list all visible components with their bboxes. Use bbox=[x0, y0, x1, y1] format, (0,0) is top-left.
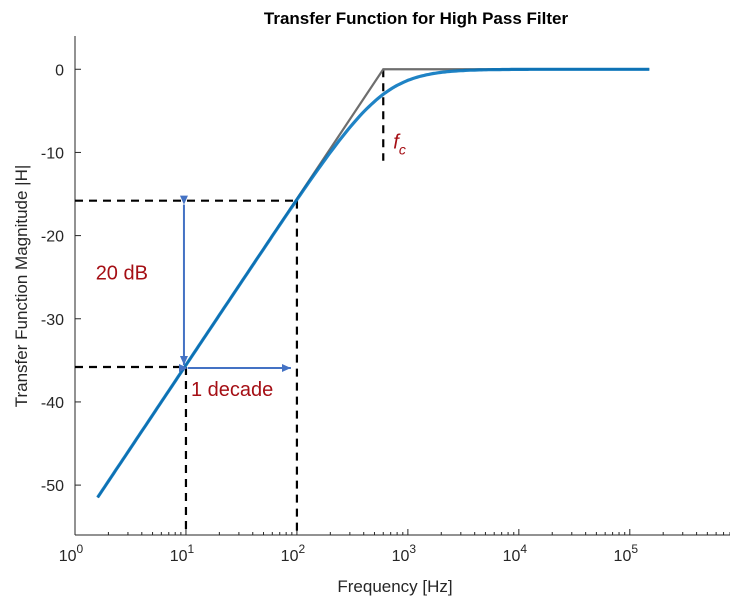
series-group bbox=[96, 67, 650, 499]
x-tick-exponent: 4 bbox=[520, 542, 527, 556]
label-fc-subscript: c bbox=[399, 141, 406, 157]
magnitude-curve bbox=[96, 67, 650, 499]
y-tick-label: 0 bbox=[55, 62, 64, 79]
x-tick-exponent: 5 bbox=[631, 542, 638, 556]
y-tick-label: -50 bbox=[41, 478, 64, 495]
y-tick-label: -40 bbox=[41, 395, 64, 412]
y-tick-label: -10 bbox=[41, 145, 64, 162]
chart-title: Transfer Function for High Pass Filter bbox=[264, 9, 569, 28]
x-tick-label: 103 bbox=[392, 542, 417, 565]
y-tick-label: -30 bbox=[41, 312, 64, 329]
plot-background bbox=[75, 36, 730, 535]
guide-lines bbox=[75, 69, 385, 535]
x-tick-exponent: 1 bbox=[188, 542, 195, 556]
label-20db: 20 dB bbox=[96, 263, 148, 285]
y-axis-label: Transfer Function Magnitude |H| bbox=[12, 165, 31, 408]
x-axis-label: Frequency [Hz] bbox=[337, 577, 452, 596]
x-tick-exponent: 0 bbox=[77, 542, 84, 556]
x-tick-exponent: 3 bbox=[409, 542, 416, 556]
x-tick-label: 101 bbox=[170, 542, 195, 565]
x-tick-exponent: 2 bbox=[298, 542, 305, 556]
x-tick-label: 100 bbox=[59, 542, 84, 565]
x-tick-label: 104 bbox=[503, 542, 528, 565]
x-tick-label: 102 bbox=[281, 542, 306, 565]
y-tick-label: -20 bbox=[41, 229, 64, 246]
x-tick-label: 105 bbox=[614, 542, 639, 565]
label-1-decade: 1 decade bbox=[191, 379, 273, 401]
